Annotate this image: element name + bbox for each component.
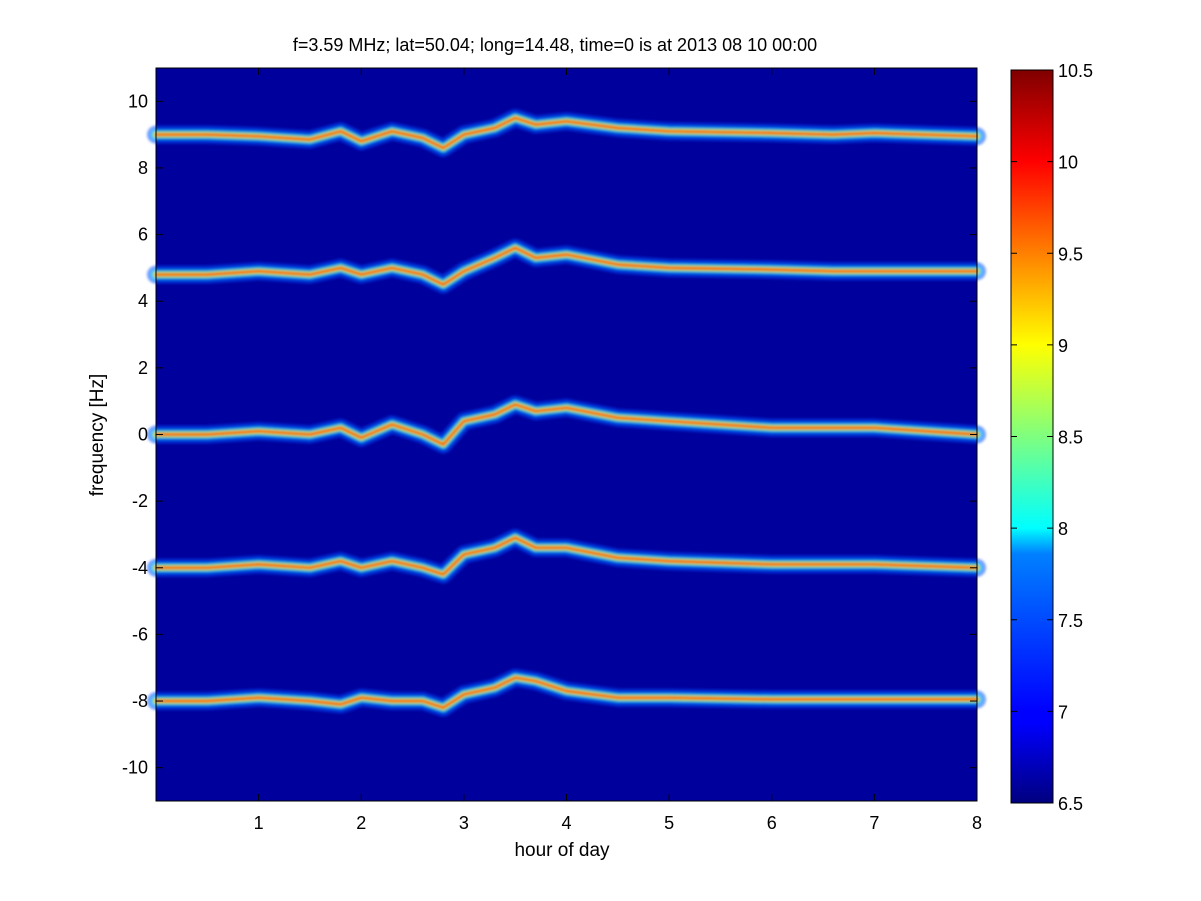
spectral-bands (147, 109, 986, 717)
colorbar-ticks: 10.5 10 9.5 9 8.5 8 7.5 7 6.5 (1011, 61, 1093, 814)
colorbar-tick-label: 7 (1058, 702, 1068, 722)
y-tick-label: 6 (138, 225, 148, 245)
x-tick-label: 8 (972, 813, 982, 833)
x-tick-label: 6 (767, 813, 777, 833)
band-trace (154, 536, 979, 576)
y-tick-label: 0 (138, 425, 148, 445)
colorbar-tick-label: 10 (1058, 153, 1078, 173)
colorbar-tick-label: 8 (1058, 519, 1068, 539)
y-tick-label: -8 (132, 691, 148, 711)
y-axis-label: frequency [Hz] (87, 374, 108, 497)
band-trace (154, 676, 979, 709)
band-0 (147, 395, 986, 454)
x-tick-label: 3 (459, 813, 469, 833)
x-axis: 1 2 3 4 5 6 7 8 (254, 68, 982, 833)
colorbar-gradient (1011, 70, 1053, 803)
band-9 (147, 109, 986, 157)
colorbar: 10.5 10 9.5 9 8.5 8 7.5 7 6.5 (1010, 61, 1093, 814)
x-tick-label: 7 (869, 813, 879, 833)
band--4 (147, 528, 986, 584)
y-tick-label: 10 (128, 91, 148, 111)
plot-area (147, 67, 986, 802)
x-axis-label: hour of day (514, 840, 610, 861)
y-tick-label: 2 (138, 358, 148, 378)
band-trace (154, 116, 979, 150)
colorbar-tick-label: 10.5 (1058, 61, 1093, 81)
y-tick-label: -6 (132, 624, 148, 644)
y-tick-label: 8 (138, 158, 148, 178)
x-tick-label: 1 (254, 813, 264, 833)
x-tick-label: 5 (664, 813, 674, 833)
x-tick-label: 4 (561, 813, 571, 833)
band--8 (147, 668, 986, 717)
y-tick-label: -2 (132, 491, 148, 511)
band-trace (154, 246, 979, 286)
x-tick-label: 2 (356, 813, 366, 833)
colorbar-tick-label: 9.5 (1058, 244, 1083, 264)
chart-title: f=3.59 MHz; lat=50.04; long=14.48, time=… (293, 35, 817, 55)
band-trace (154, 403, 979, 446)
y-tick-label: 4 (138, 291, 148, 311)
y-axis: 10 8 6 4 2 0 -2 -4 -6 -8 -10 (122, 91, 977, 778)
colorbar-tick-label: 8.5 (1058, 428, 1083, 448)
band-5 (147, 238, 986, 294)
colorbar-tick-label: 7.5 (1058, 611, 1083, 631)
colorbar-tick-label: 6.5 (1058, 794, 1083, 814)
colorbar-tick-label: 9 (1058, 336, 1068, 356)
y-tick-label: -4 (132, 558, 148, 578)
y-tick-label: -10 (122, 758, 148, 778)
